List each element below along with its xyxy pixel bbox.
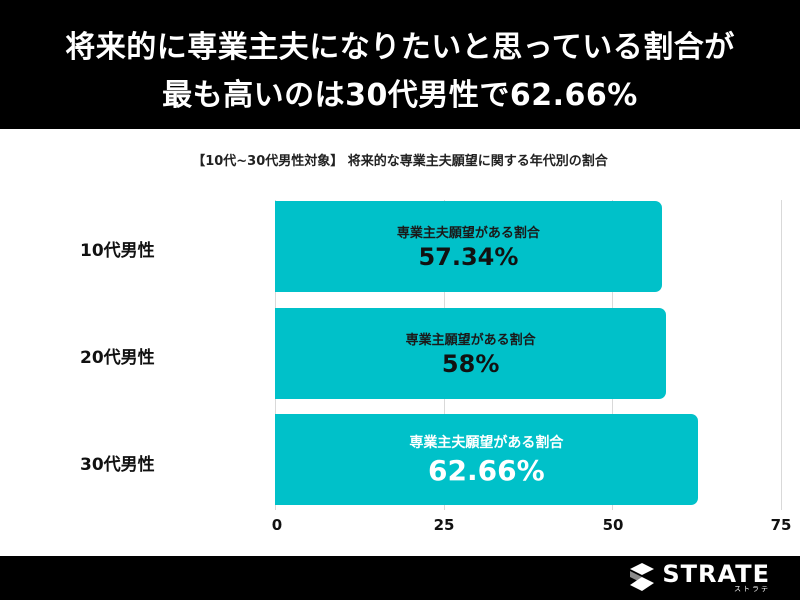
category-label-20s: 20代男性	[80, 348, 155, 368]
x-tick-0: 0	[271, 516, 283, 534]
category-label-10s: 10代男性	[80, 241, 155, 261]
strate-logo: STRATE ストラテ	[628, 562, 770, 594]
chart-title: 【10代~30代男性対象】 将来的な専業主夫願望に関する年代別の割合	[192, 154, 608, 169]
bar-label: 専業主夫願望がある割合	[409, 435, 564, 451]
bar-value: 62.66%	[428, 454, 545, 487]
bar-value: 58%	[441, 350, 500, 378]
bar-30s-male: 専業主夫願望がある割合 62.66%	[275, 414, 698, 505]
plot-area: 専業主夫願望がある割合 57.34% 専業主願望がある割合 58% 専業主夫願望…	[275, 200, 782, 510]
brand-name: STRATE	[662, 560, 770, 588]
x-tick-25: 25	[433, 516, 455, 534]
headline-line-1: 将来的に専業主夫になりたいと思っている割合が	[65, 30, 735, 65]
headline-line-2: 最も高いのは30代男性で62.66%	[162, 78, 638, 113]
bar-label: 専業主願望がある割合	[405, 333, 536, 348]
x-tick-75: 75	[770, 516, 792, 534]
headline-banner: 将来的に専業主夫になりたいと思っている割合が 最も高いのは30代男性で62.66…	[0, 0, 800, 129]
gridline-75	[781, 200, 782, 510]
bar-20s-male: 専業主願望がある割合 58%	[275, 308, 667, 399]
brand-subname: ストラテ	[734, 585, 770, 593]
category-label-30s: 30代男性	[80, 455, 155, 475]
footer-bar: STRATE ストラテ	[0, 556, 800, 600]
bar-10s-male: 専業主夫願望がある割合 57.34%	[275, 201, 662, 292]
bar-label: 専業主夫願望がある割合	[396, 226, 540, 241]
strate-mark-icon	[630, 563, 655, 591]
bar-value: 57.34%	[418, 243, 519, 271]
x-tick-50: 50	[602, 516, 624, 534]
